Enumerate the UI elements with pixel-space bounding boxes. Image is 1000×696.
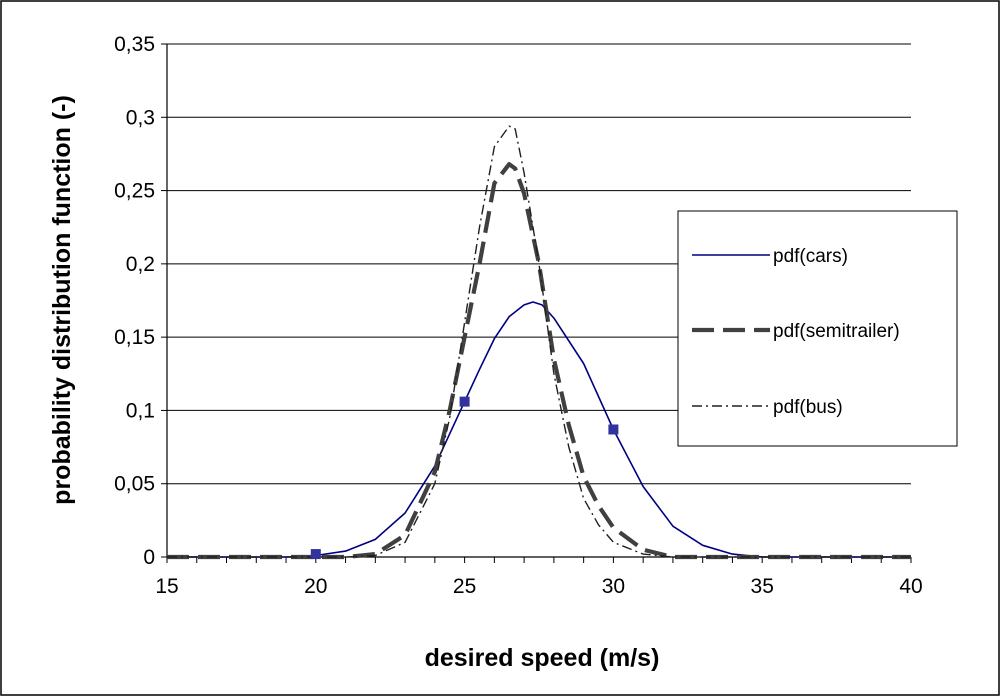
x-tick-label: 40	[899, 575, 922, 598]
series-line-2	[167, 125, 911, 558]
x-tick-label: 25	[453, 575, 476, 598]
legend: pdf(cars) pdf(semitrailer) pdf(bus)	[677, 210, 958, 447]
series-marker	[310, 549, 321, 560]
y-tick-label: 0,25	[114, 180, 155, 203]
x-tick-label: 35	[751, 575, 774, 598]
y-tick-label: 0,1	[126, 399, 155, 422]
tick-labels: 0 0,05 0,1 0,15 0,2 0,25 0,3 0,35 15 20 25 30 35 40	[114, 33, 923, 598]
y-tick-label: 0,15	[114, 326, 155, 349]
y-tick-label: 0,2	[126, 253, 155, 276]
y-axis-title: probability distribution function (-)	[48, 95, 76, 505]
y-tick-label: 0	[143, 546, 155, 569]
series-marker	[608, 424, 619, 435]
y-tick-label: 0,05	[114, 473, 155, 496]
series-line-1	[167, 162, 911, 560]
legend-label: pdf(cars)	[773, 246, 848, 267]
series-markers	[310, 396, 619, 560]
series-marker	[459, 396, 470, 407]
y-tick-label: 0,35	[114, 33, 155, 56]
legend-label: pdf(semitrailer)	[773, 321, 900, 342]
x-tick-label: 15	[155, 575, 178, 598]
legend-label: pdf(bus)	[773, 397, 843, 418]
x-axis-title: desired speed (m/s)	[425, 644, 660, 672]
y-tick-label: 0,3	[126, 106, 155, 129]
x-tick-label: 30	[602, 575, 625, 598]
x-tick-label: 20	[304, 575, 327, 598]
